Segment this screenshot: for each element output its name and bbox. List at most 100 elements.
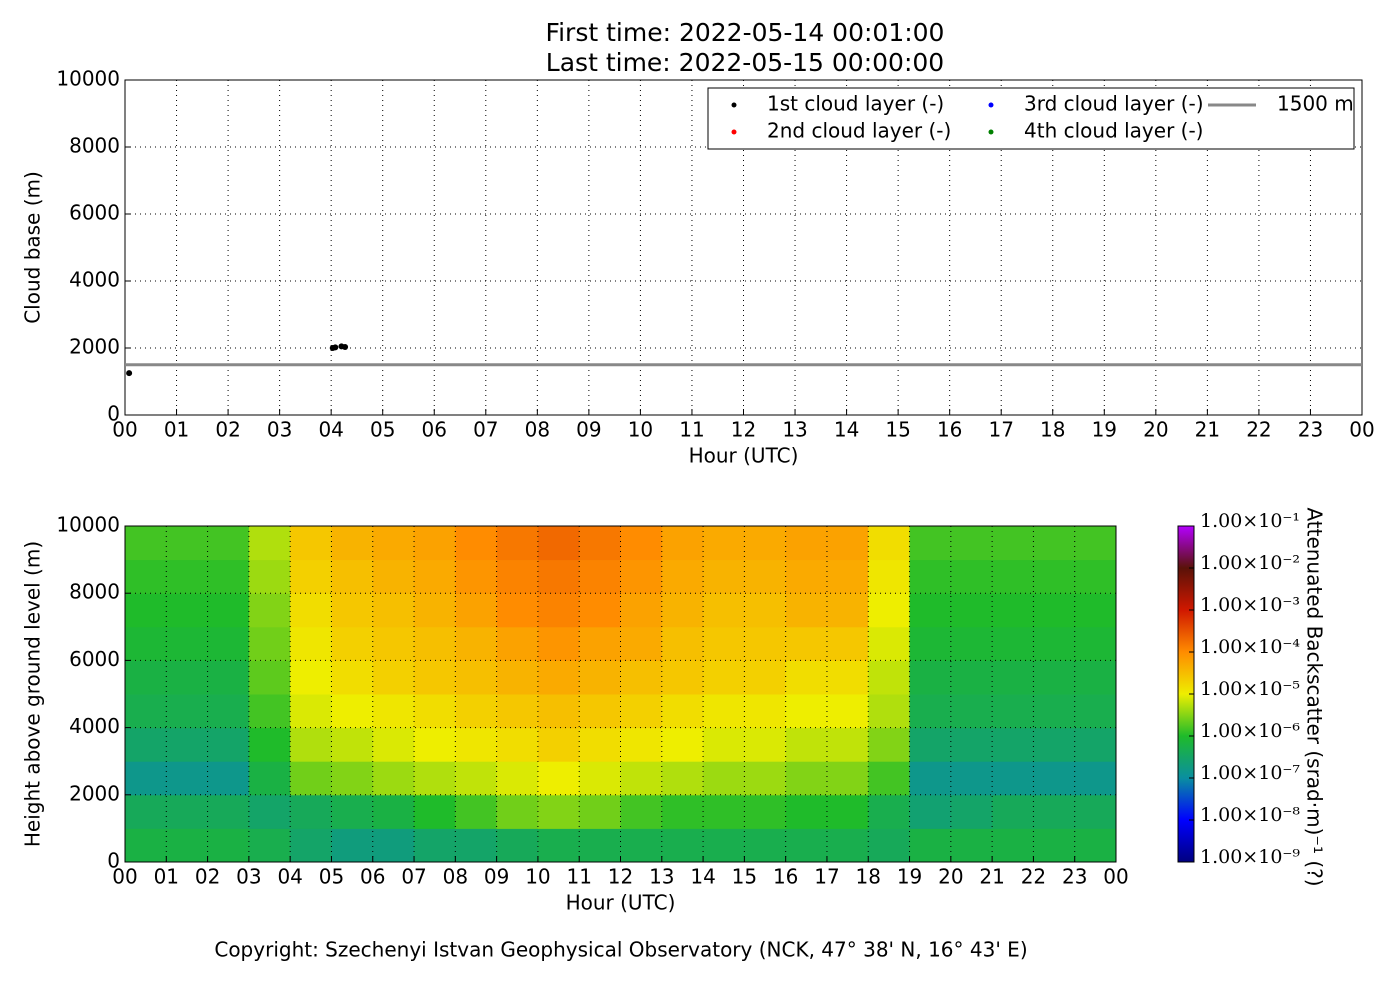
heat-cell	[331, 794, 374, 829]
heat-cell	[1033, 660, 1076, 695]
heat-cell	[868, 526, 911, 561]
heat-cell	[1033, 761, 1076, 796]
heat-cell	[537, 761, 580, 796]
heat-cell	[703, 593, 745, 628]
heat-cell	[826, 526, 869, 561]
heat-cell	[579, 694, 621, 729]
heat-cell	[744, 593, 787, 628]
heat-cell	[909, 694, 952, 729]
heat-cell	[290, 559, 332, 594]
heat-cell	[661, 694, 704, 729]
legend-marker	[731, 102, 737, 108]
legend-label: 1500 m	[1277, 92, 1354, 116]
heat-cell	[414, 828, 456, 863]
heat-cell	[909, 794, 952, 829]
heat-cell	[703, 761, 745, 796]
heat-cell	[455, 694, 498, 729]
x-tick-label: 15	[885, 418, 910, 442]
heat-cell	[166, 660, 209, 695]
heat-cell	[207, 794, 250, 829]
heat-cell	[744, 660, 787, 695]
heat-cell	[455, 828, 498, 863]
heat-cell	[661, 626, 704, 661]
heat-cell	[1033, 559, 1076, 594]
x-tick-label: 03	[267, 418, 292, 442]
heat-cell	[496, 660, 539, 695]
y-tick-label: 4000	[69, 268, 120, 292]
heat-cell	[868, 828, 911, 863]
heat-cell	[331, 761, 374, 796]
heat-cell	[868, 559, 911, 594]
heat-cell	[537, 794, 580, 829]
heat-cell	[372, 828, 415, 863]
heat-cell	[414, 559, 456, 594]
x-tick-label: 23	[1298, 418, 1323, 442]
y-tick-label: 0	[107, 849, 120, 873]
heat-cell	[207, 761, 250, 796]
colorbar-tick-label: 1.00×10⁻⁹	[1200, 846, 1300, 868]
heat-cell	[826, 828, 869, 863]
heat-cell	[414, 660, 456, 695]
x-tick-label: 05	[370, 418, 395, 442]
heat-cell	[248, 694, 291, 729]
heat-cell	[331, 660, 374, 695]
heat-cell	[372, 761, 415, 796]
heat-cell	[537, 559, 580, 594]
heat-cell	[207, 660, 250, 695]
heat-cell	[785, 559, 828, 594]
heat-cell	[1033, 828, 1076, 863]
heat-cell	[537, 660, 580, 695]
chart-title: Last time: 2022-05-15 00:00:00	[546, 48, 944, 77]
heat-cell	[785, 660, 828, 695]
heat-cell	[125, 694, 167, 729]
heat-cell	[868, 660, 911, 695]
heat-cell	[620, 626, 663, 661]
heat-cell	[661, 828, 704, 863]
x-tick-label: 14	[690, 865, 715, 889]
heat-cell	[414, 593, 456, 628]
heat-cell	[1033, 727, 1076, 762]
y-tick-label: 6000	[69, 647, 120, 671]
heat-cell	[372, 694, 415, 729]
heat-cell	[166, 761, 209, 796]
colorbar-tick-label: 1.00×10⁻²	[1200, 552, 1300, 574]
heat-cell	[1074, 559, 1117, 594]
heat-cell	[372, 727, 415, 762]
heat-cell	[950, 559, 993, 594]
heat-cell	[455, 761, 498, 796]
heat-cell	[537, 828, 580, 863]
colorbar-tick-label: 1.00×10⁻¹	[1200, 510, 1300, 532]
heat-cell	[414, 694, 456, 729]
y-tick-label: 8000	[69, 134, 120, 158]
heat-cell	[455, 559, 498, 594]
x-tick-label: 21	[1195, 418, 1220, 442]
heat-cell	[248, 526, 291, 561]
heat-cell	[661, 660, 704, 695]
heat-cell	[125, 626, 167, 661]
heat-cell	[496, 761, 539, 796]
heat-cell	[207, 626, 250, 661]
heat-cell	[744, 727, 787, 762]
legend-marker	[988, 129, 994, 135]
x-tick-label: 17	[814, 865, 839, 889]
colorbar-label: Attenuated Backscatter (srad·m)⁻¹ (?)	[1303, 507, 1327, 886]
x-tick-label: 22	[1021, 865, 1046, 889]
heat-cell	[414, 761, 456, 796]
heat-cell	[950, 526, 993, 561]
heat-cell	[1074, 526, 1117, 561]
heat-cell	[785, 593, 828, 628]
x-tick-label: 16	[937, 418, 962, 442]
x-tick-label: 13	[649, 865, 674, 889]
legend-marker	[988, 102, 994, 108]
heat-cell	[125, 593, 167, 628]
heat-cell	[992, 559, 1034, 594]
heat-cell	[496, 559, 539, 594]
heat-cell	[950, 660, 993, 695]
x-tick-label: 23	[1062, 865, 1087, 889]
heat-cell	[372, 626, 415, 661]
colorbar-tick-label: 1.00×10⁻⁴	[1200, 636, 1300, 658]
heat-cell	[1033, 526, 1076, 561]
heat-cell	[331, 593, 374, 628]
heat-cell	[620, 593, 663, 628]
chart-title: First time: 2022-05-14 00:01:00	[546, 18, 945, 47]
